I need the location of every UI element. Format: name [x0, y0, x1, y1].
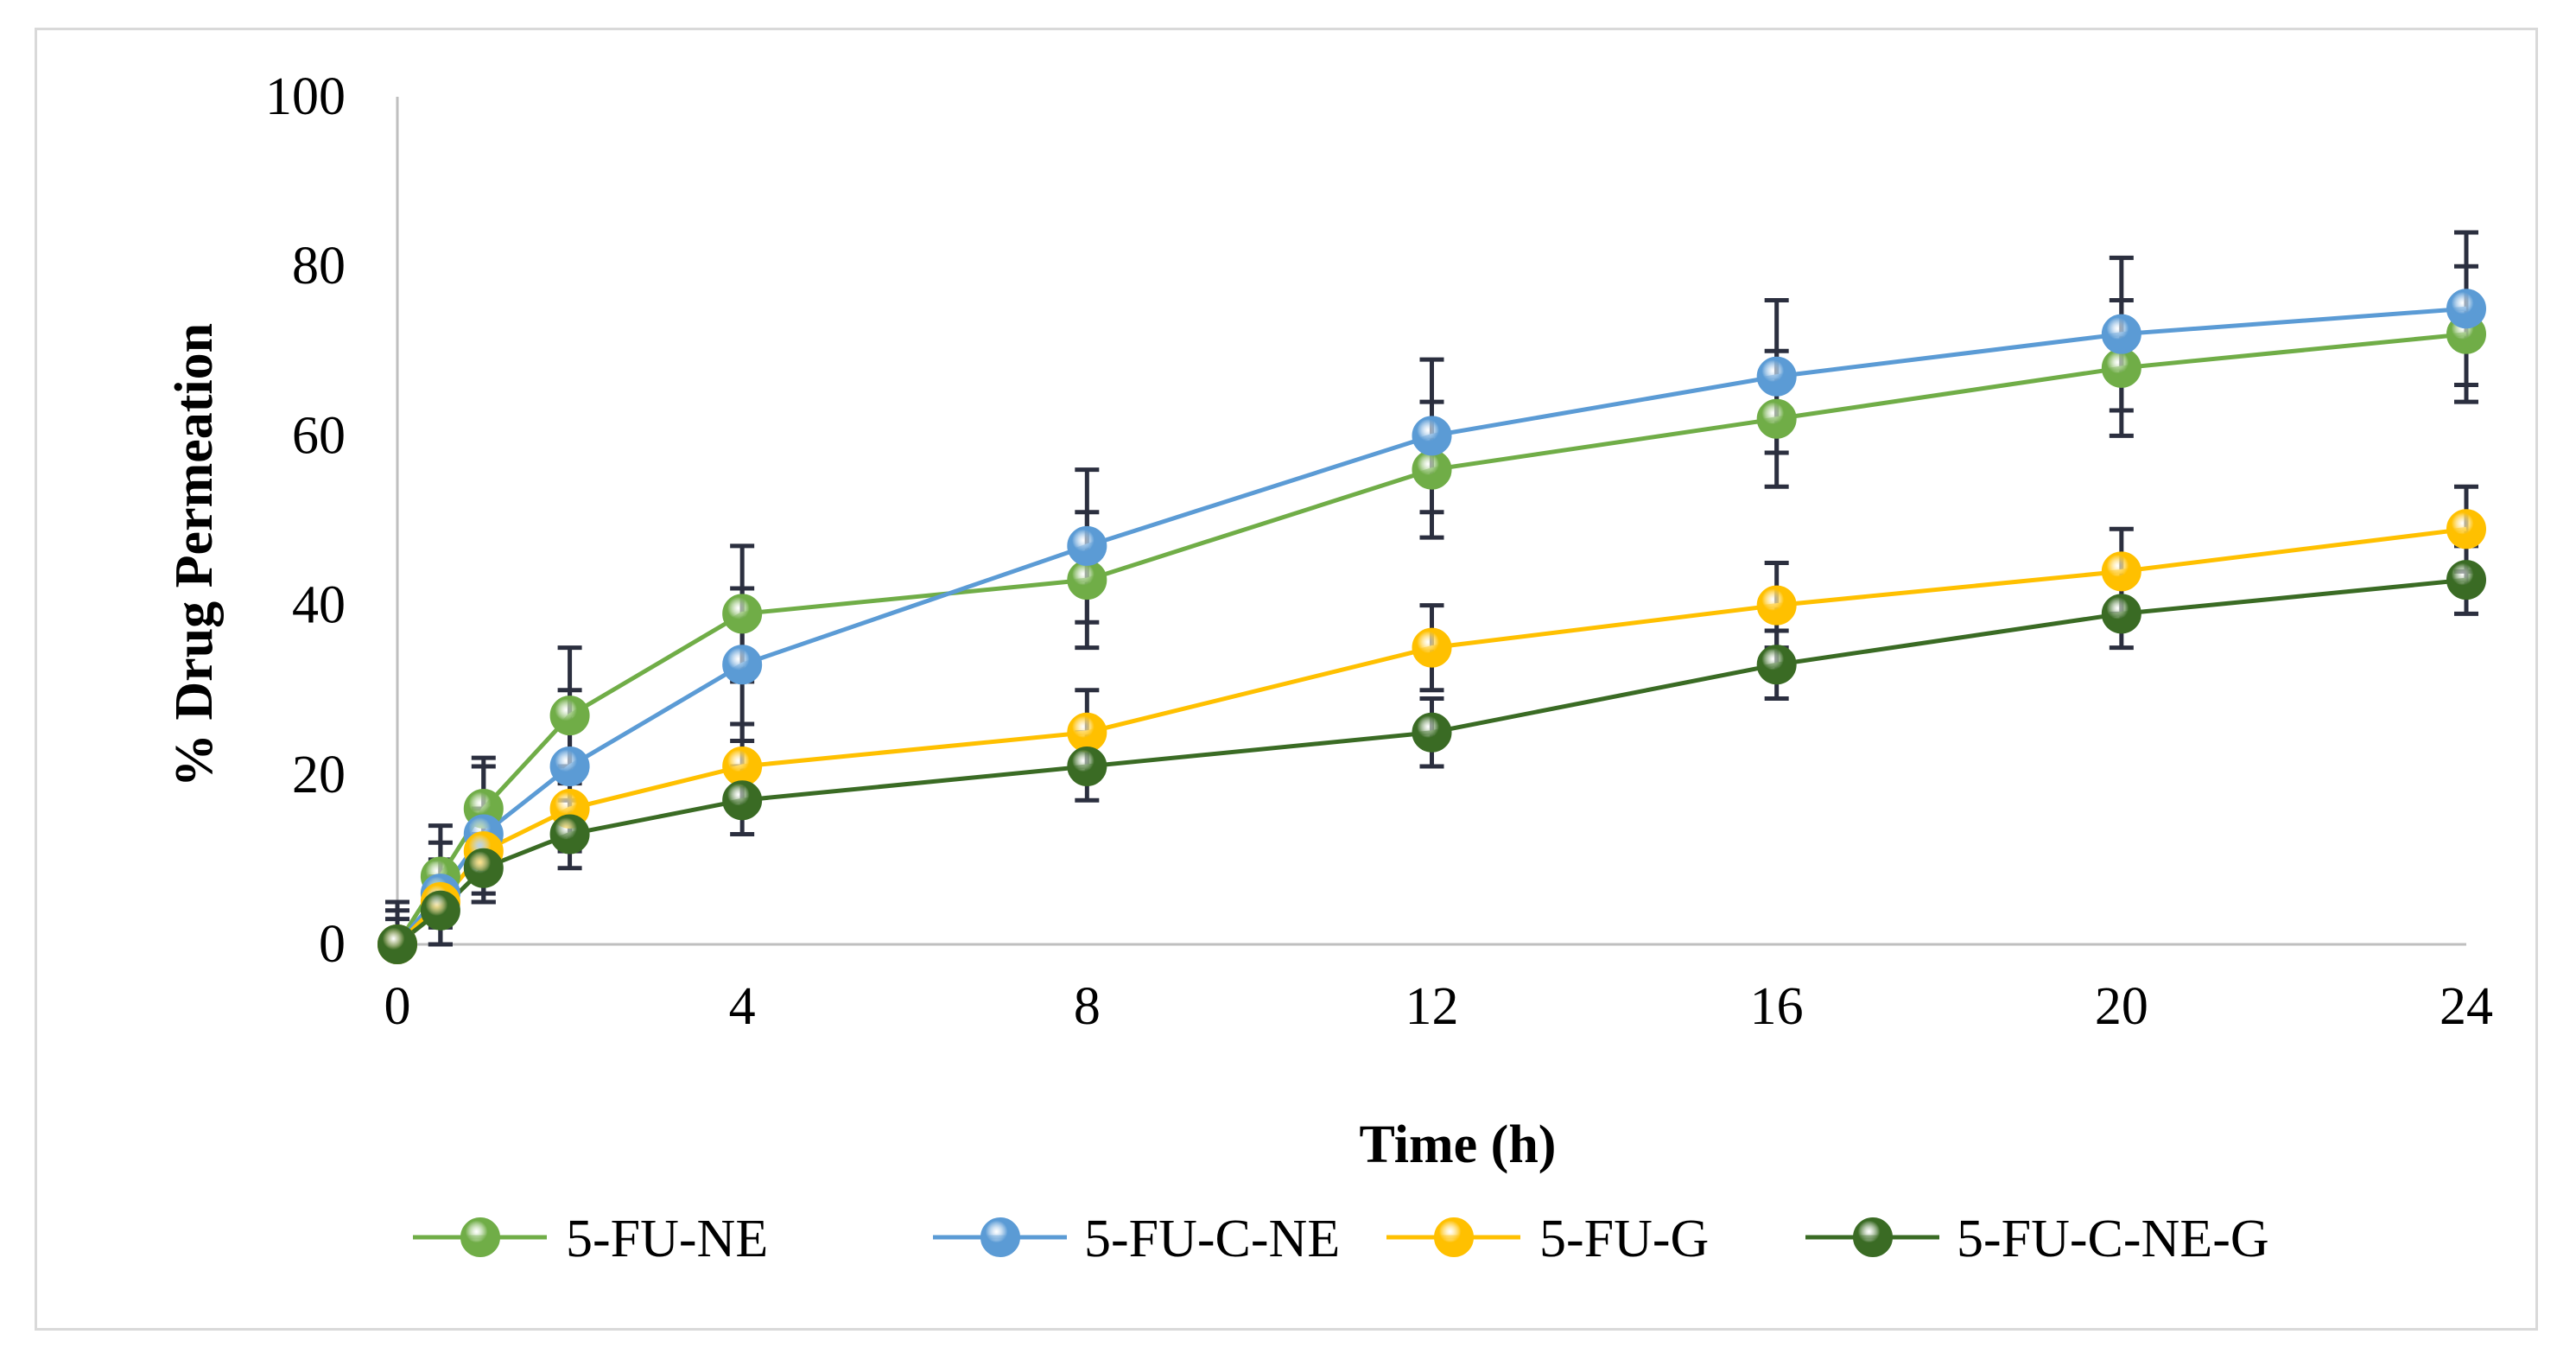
y-tick-label: 40	[292, 576, 346, 635]
legend-label: 5-FU-G	[1539, 1210, 1709, 1268]
x-tick-label: 0	[384, 977, 411, 1036]
x-tick-label: 4	[729, 977, 756, 1036]
x-tick-labels: 0 4 8 12 16 20 24	[384, 977, 2494, 1036]
data-point	[2446, 289, 2486, 329]
y-tick-label: 20	[292, 746, 346, 804]
x-tick-label: 24	[2440, 977, 2493, 1036]
data-point	[722, 746, 763, 786]
data-point	[2101, 347, 2141, 388]
x-axis-title: Time (h)	[1360, 1115, 1557, 1174]
data-point	[549, 814, 590, 855]
data-point	[549, 696, 590, 736]
data-point	[463, 848, 504, 888]
legend-marker	[460, 1217, 500, 1257]
data-point	[1412, 416, 1452, 456]
data-point	[1756, 398, 1797, 439]
legend-label: 5-FU-NE	[566, 1210, 768, 1268]
data-point	[722, 594, 763, 634]
x-tick-label: 20	[2095, 977, 2148, 1036]
y-tick-label: 60	[292, 406, 346, 465]
data-point	[2446, 560, 2486, 600]
data-point	[1756, 645, 1797, 685]
legend-marker	[980, 1217, 1020, 1257]
x-tick-label: 12	[1405, 977, 1459, 1036]
y-tick-labels: 0 20 40 60 80 100	[265, 67, 346, 974]
y-axis-title: % Drug Permeation	[165, 323, 224, 787]
series-line	[396, 577, 2467, 946]
series-line	[396, 526, 2467, 946]
series-points	[378, 289, 2486, 964]
data-point	[1412, 627, 1452, 668]
data-point	[2101, 594, 2141, 634]
legend-label: 5-FU-C-NE-G	[1957, 1210, 2269, 1268]
legend-entry: 5-FU-C-NE	[933, 1210, 1340, 1268]
x-tick-label: 16	[1750, 977, 1804, 1036]
data-point	[722, 780, 763, 821]
legend-label: 5-FU-C-NE	[1084, 1210, 1340, 1268]
data-point	[1756, 585, 1797, 626]
data-point	[378, 924, 417, 964]
data-point	[1067, 746, 1107, 786]
y-tick-label: 0	[319, 915, 346, 974]
data-point	[1067, 525, 1107, 566]
data-point	[1412, 712, 1452, 753]
series-line	[395, 332, 2467, 946]
error-bars	[385, 230, 2478, 947]
data-point	[549, 746, 590, 786]
legend-entry: 5-FU-G	[1386, 1210, 1709, 1268]
data-point	[1067, 712, 1107, 753]
data-point	[722, 645, 763, 685]
legend-marker	[1853, 1217, 1893, 1257]
series-lines	[395, 306, 2467, 946]
y-tick-label: 80	[292, 237, 346, 295]
data-point	[2101, 314, 2141, 354]
y-tick-label: 100	[265, 67, 346, 126]
chart-frame	[35, 28, 2538, 1331]
x-tick-label: 8	[1074, 977, 1101, 1036]
data-point	[2446, 509, 2486, 550]
series-line	[396, 306, 2467, 946]
legend-entry: 5-FU-C-NE-G	[1805, 1210, 2269, 1268]
axes	[396, 97, 2466, 946]
legend-marker	[1434, 1217, 1474, 1257]
data-point	[1412, 449, 1452, 490]
data-point	[2101, 551, 2141, 592]
data-point	[1756, 356, 1797, 397]
data-point	[1067, 560, 1107, 600]
legend: 5-FU-NE 5-FU-C-NE 5-FU-G 5-FU-C-NE-G	[413, 1210, 2269, 1268]
data-point	[420, 890, 460, 931]
legend-entry: 5-FU-NE	[413, 1210, 768, 1268]
